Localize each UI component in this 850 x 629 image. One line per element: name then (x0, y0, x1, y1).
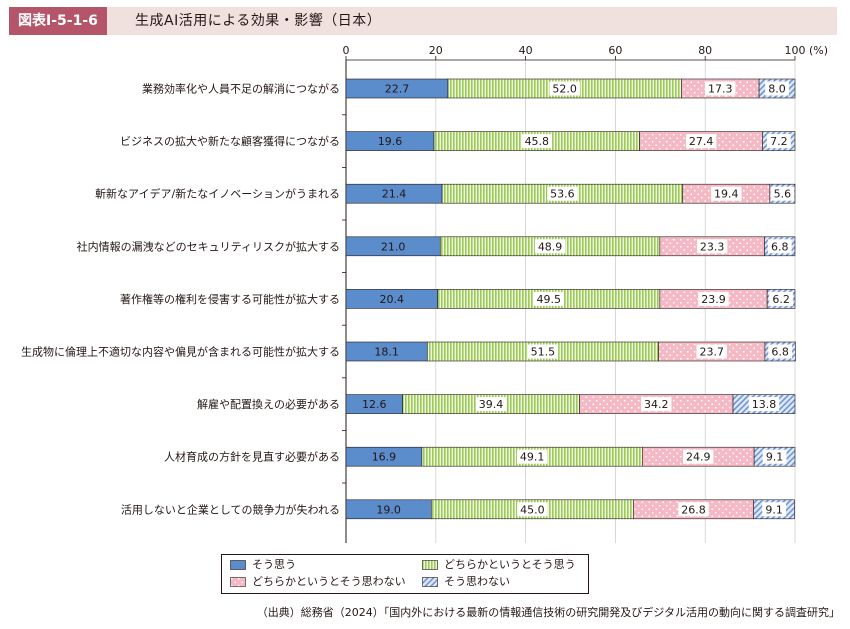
data-label-bg (768, 344, 793, 359)
category-label-1: 業務効率化や人員不足の解消につながる (142, 82, 340, 96)
data-label-somewhat-disagree-4: 23.3 (700, 240, 725, 253)
data-label-bg (534, 239, 566, 254)
figure-number-badge: 図表Ⅰ-5-1-6 (9, 7, 107, 35)
data-label-bg (762, 449, 787, 464)
data-label-somewhat-disagree-8: 24.9 (686, 451, 711, 464)
data-label-disagree-9: 9.1 (765, 503, 783, 516)
data-label-bg (705, 81, 736, 96)
data-label-strongly-agree-8: 16.9 (372, 451, 397, 464)
tick-label-x-100: 100 (785, 44, 806, 57)
data-label-strongly-agree-1: 22.7 (385, 83, 410, 96)
legend-label-somewhat-agree: どちらかというとそう思う (444, 558, 576, 571)
tick-label-x-40: 40 (519, 44, 533, 57)
tick-label-x-20: 20 (429, 44, 443, 57)
data-label-bg (767, 239, 792, 254)
data-label-disagree-5: 6.2 (772, 293, 790, 306)
data-label-somewhat-disagree-3: 19.4 (714, 188, 739, 201)
tick-label-x-0: 0 (343, 44, 350, 57)
category-label-9: 活用しないと企業としての競争力が失われる (121, 502, 340, 516)
data-label-disagree-2: 7.2 (770, 135, 788, 148)
data-label-strongly-agree-2: 19.6 (378, 135, 403, 148)
data-label-bg (766, 134, 791, 149)
data-label-somewhat-agree-5: 49.5 (536, 293, 561, 306)
data-label-bg (533, 291, 564, 306)
category-label-4: 社内情報の漏洩などのセキュリティリスクが拡大する (77, 239, 340, 253)
data-label-somewhat-agree-1: 52.0 (552, 83, 577, 96)
data-label-bg (770, 186, 795, 201)
data-label-bg (762, 502, 787, 517)
data-label-bg (678, 502, 709, 517)
data-label-bg (769, 291, 793, 306)
data-label-bg (475, 397, 507, 412)
legend-swatch-somewhat-agree (422, 560, 438, 570)
data-label-bg (527, 344, 559, 359)
category-label-2: ビジネスの拡大や新たな顧客獲得につながる (120, 134, 340, 148)
data-label-bg (748, 397, 780, 412)
data-label-disagree-8: 9.1 (766, 451, 784, 464)
data-label-strongly-agree-6: 18.1 (374, 346, 399, 359)
data-label-somewhat-disagree-1: 17.3 (708, 83, 733, 96)
figure-header: 図表Ⅰ-5-1-6 生成AI活用による効果・影響（日本） (9, 7, 837, 35)
data-label-disagree-6: 6.8 (771, 346, 789, 359)
data-label-bg (685, 134, 717, 149)
data-label-strongly-agree-4: 21.0 (381, 240, 406, 253)
category-label-8: 人材育成の方針を見直す必要がある (164, 450, 340, 464)
legend-label-disagree: そう思わない (444, 575, 510, 588)
legend-label-somewhat-disagree: どちらかというとそう思わない (252, 575, 406, 588)
data-label-bg (547, 186, 578, 201)
data-label-strongly-agree-5: 20.4 (380, 293, 405, 306)
data-label-bg (521, 134, 553, 149)
data-label-somewhat-disagree-6: 23.7 (699, 346, 724, 359)
data-label-somewhat-disagree-7: 34.2 (644, 398, 669, 411)
data-label-somewhat-agree-3: 53.6 (550, 188, 575, 201)
data-label-bg (517, 502, 548, 517)
data-label-somewhat-agree-8: 49.1 (520, 451, 545, 464)
category-label-7: 解雇や配置換えの必要がある (197, 397, 340, 411)
data-label-somewhat-disagree-9: 26.8 (681, 503, 706, 516)
x-axis-unit: (%) (809, 44, 828, 57)
data-label-somewhat-agree-2: 45.8 (525, 135, 550, 148)
data-label-bg (516, 449, 548, 464)
data-label-somewhat-agree-6: 51.5 (531, 346, 556, 359)
data-label-somewhat-agree-9: 45.0 (520, 503, 545, 516)
data-label-strongly-agree-7: 12.6 (362, 398, 387, 411)
data-label-disagree-7: 13.8 (752, 398, 777, 411)
data-label-bg (698, 291, 729, 306)
data-label-somewhat-agree-7: 39.4 (479, 398, 504, 411)
data-label-somewhat-disagree-2: 27.4 (689, 135, 714, 148)
tick-label-x-80: 80 (698, 44, 712, 57)
tick-label-x-60: 60 (608, 44, 622, 57)
data-label-somewhat-disagree-5: 23.9 (701, 293, 726, 306)
category-label-5: 著作権等の権利を侵害する可能性が拡大する (120, 292, 340, 306)
data-label-bg (641, 397, 672, 412)
data-label-bg (765, 81, 789, 96)
data-label-strongly-agree-3: 21.4 (382, 188, 407, 201)
data-label-disagree-3: 5.6 (774, 188, 792, 201)
data-label-disagree-1: 8.0 (768, 83, 786, 96)
data-label-strongly-agree-9: 19.0 (376, 503, 401, 516)
data-label-bg (683, 449, 714, 464)
legend-swatch-strongly-agree (230, 560, 246, 570)
figure-title: 生成AI活用による効果・影響（日本） (135, 13, 382, 29)
legend-label-strongly-agree: そう思う (252, 558, 296, 571)
data-label-somewhat-agree-4: 48.9 (538, 240, 563, 253)
data-label-bg (696, 344, 727, 359)
category-label-3: 斬新なアイデア/新たなイノベーションがうまれる (95, 187, 340, 201)
data-label-bg (711, 186, 742, 201)
source-note: （出典）総務省（2024）「国内外における最新の情報通信技術の研究開発及びデジタ… (256, 606, 840, 619)
category-label-6: 生成物に倫理上不適切な内容や偏見が含まれる可能性が拡大する (21, 345, 340, 359)
data-label-bg (696, 239, 728, 254)
legend-swatch-somewhat-disagree (230, 577, 246, 587)
chart-legend: そう思う どちらかというとそう思う どちらかというとそう思わない そう思わない (221, 554, 589, 594)
data-label-bg (549, 81, 580, 96)
data-label-disagree-4: 6.8 (771, 240, 789, 253)
legend-swatch-disagree (422, 577, 438, 587)
